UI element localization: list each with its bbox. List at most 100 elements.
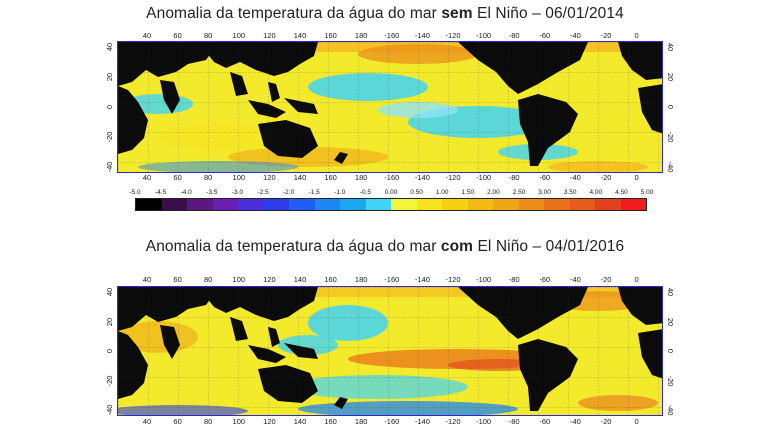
longitude-tick-label: 120 bbox=[263, 31, 276, 40]
longitude-tick-label: 0 bbox=[634, 31, 639, 40]
latitude-tick-label: 40 bbox=[105, 42, 114, 52]
color-scale-swatch bbox=[391, 199, 417, 210]
color-scale-swatch bbox=[340, 199, 366, 210]
latitude-tick-label: 40 bbox=[666, 42, 675, 52]
longitude-tick-label: 60 bbox=[173, 417, 182, 426]
longitude-tick-label: 40 bbox=[142, 31, 152, 40]
map-title-2016: Anomalia da temperatura da água do mar c… bbox=[0, 238, 770, 256]
longitude-tick-label: 120 bbox=[263, 417, 276, 426]
longitude-tick-label: -140 bbox=[414, 173, 430, 182]
longitude-tick-label: 140 bbox=[293, 31, 307, 40]
color-scale-label: 3.00 bbox=[538, 189, 551, 196]
longitude-tick-label: -20 bbox=[600, 275, 612, 284]
longitude-tick-label: 180 bbox=[354, 275, 368, 284]
latitude-tick-label: -20 bbox=[105, 375, 114, 386]
longitude-tick-label: -20 bbox=[600, 173, 612, 182]
longitude-tick-label: 100 bbox=[232, 275, 246, 284]
longitude-tick-label: -120 bbox=[445, 275, 461, 284]
longitude-tick-label: -40 bbox=[569, 417, 581, 426]
color-scale-swatch bbox=[212, 199, 238, 210]
longitude-tick-label: 0 bbox=[634, 417, 639, 426]
latitude-tick-label: -40 bbox=[666, 161, 675, 173]
color-scale-label: 0.50 bbox=[410, 189, 423, 196]
longitude-tick-label: -60 bbox=[539, 31, 551, 40]
longitude-tick-label: 60 bbox=[173, 31, 182, 40]
color-scale-swatch bbox=[544, 199, 570, 210]
color-scale-label: 4.00 bbox=[589, 189, 603, 196]
color-scale-swatch bbox=[161, 199, 187, 210]
color-scale-swatch bbox=[620, 199, 646, 210]
latitude-tick-label: 20 bbox=[105, 317, 114, 326]
longitude-tick-label: 80 bbox=[204, 275, 213, 284]
longitude-tick-label: 120 bbox=[263, 173, 276, 182]
longitude-tick-label: -160 bbox=[384, 173, 400, 182]
color-scale-label: -5.0 bbox=[129, 189, 141, 196]
latitude-tick-label: 20 bbox=[666, 72, 675, 82]
title-prefix: Anomalia da temperatura da água do mar bbox=[146, 5, 442, 22]
color-scale-label: 3.50 bbox=[563, 189, 577, 196]
longitude-tick-label: -20 bbox=[600, 417, 612, 426]
color-scale-swatch bbox=[569, 199, 595, 210]
sst-anomaly-map-2014 bbox=[117, 41, 663, 173]
longitude-tick-label: -80 bbox=[508, 31, 520, 40]
latitude-tick-label: -20 bbox=[666, 131, 675, 143]
color-scale-label: -2.0 bbox=[282, 189, 295, 196]
longitude-tick-label: 120 bbox=[263, 275, 276, 284]
longitude-tick-label: -100 bbox=[476, 173, 492, 182]
longitude-tick-label: 80 bbox=[204, 417, 213, 426]
latitude-tick-label: 40 bbox=[666, 287, 675, 297]
title-suffix: El Niño – 06/01/2014 bbox=[472, 5, 624, 22]
color-scale-swatch bbox=[238, 199, 264, 210]
longitude-tick-label: 40 bbox=[142, 417, 152, 426]
color-scale-swatch bbox=[467, 199, 493, 210]
title-bold-word: sem bbox=[441, 5, 473, 22]
color-scale-label: -0.5 bbox=[359, 189, 371, 196]
color-scale-label: 1.50 bbox=[461, 189, 475, 196]
color-scale-swatch bbox=[442, 199, 468, 210]
longitude-tick-label: -100 bbox=[476, 417, 492, 426]
longitude-tick-label: 0 bbox=[634, 275, 639, 284]
latitude-tick-label: 20 bbox=[666, 317, 675, 326]
color-scale-swatch bbox=[493, 199, 519, 210]
longitude-tick-label: -160 bbox=[384, 417, 400, 426]
longitude-tick-label: 160 bbox=[324, 173, 337, 182]
longitude-tick-label: -160 bbox=[384, 31, 400, 40]
longitude-tick-label: 180 bbox=[354, 31, 368, 40]
color-scale-label: 1.00 bbox=[435, 189, 449, 196]
longitude-tick-label: 40 bbox=[142, 173, 152, 182]
color-scale-bar bbox=[135, 198, 647, 211]
color-scale-swatch bbox=[314, 199, 340, 210]
longitude-tick-label: -100 bbox=[476, 31, 492, 40]
latitude-tick-label: -40 bbox=[105, 161, 114, 173]
latitude-tick-label: -20 bbox=[666, 375, 675, 386]
longitude-tick-label: 140 bbox=[293, 275, 307, 284]
latitude-tick-label: 20 bbox=[105, 72, 114, 82]
longitude-tick-label: -100 bbox=[476, 275, 492, 284]
longitude-tick-label: 140 bbox=[293, 173, 307, 182]
longitude-tick-label: -140 bbox=[414, 31, 430, 40]
map-canvas-2014 bbox=[118, 42, 662, 172]
color-scale-swatch bbox=[595, 199, 621, 210]
longitude-tick-label: 100 bbox=[232, 417, 246, 426]
latitude-tick-label: 0 bbox=[105, 104, 114, 110]
color-scale-label: -3.0 bbox=[231, 189, 243, 196]
longitude-tick-label: 60 bbox=[173, 275, 182, 284]
longitude-tick-label: 40 bbox=[142, 275, 152, 284]
color-scale-label: 0.00 bbox=[384, 189, 398, 196]
color-scale-swatch bbox=[518, 199, 544, 210]
longitude-tick-label: -80 bbox=[508, 275, 520, 284]
longitude-tick-label: 160 bbox=[324, 275, 337, 284]
latitude-tick-label: -40 bbox=[666, 404, 675, 416]
longitude-tick-label: 180 bbox=[354, 173, 368, 182]
color-scale-label: -2.5 bbox=[257, 189, 269, 196]
color-scale-swatch bbox=[136, 199, 162, 210]
longitude-tick-label: 180 bbox=[354, 417, 368, 426]
latitude-tick-label: 40 bbox=[105, 287, 114, 297]
longitude-tick-label: -40 bbox=[569, 275, 581, 284]
longitude-tick-label: 80 bbox=[204, 31, 213, 40]
color-scale-label: -4.5 bbox=[154, 189, 167, 196]
color-scale-label: 4.50 bbox=[615, 189, 628, 196]
longitude-tick-label: 140 bbox=[293, 417, 307, 426]
color-scale-label: 5.00 bbox=[640, 189, 654, 196]
longitude-tick-label: -120 bbox=[445, 31, 461, 40]
